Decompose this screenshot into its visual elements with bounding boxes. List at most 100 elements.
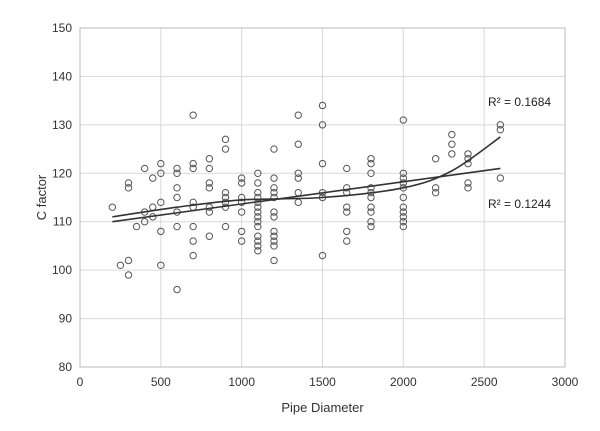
data-point <box>205 184 214 192</box>
data-points <box>108 101 505 294</box>
data-point <box>399 169 408 177</box>
data-point <box>448 140 456 148</box>
data-point <box>237 237 246 245</box>
data-point <box>270 242 278 250</box>
trendline-r2-label-poly: R² = 0.1684 <box>488 95 551 109</box>
data-point <box>496 174 505 182</box>
data-point <box>448 150 456 158</box>
data-point <box>270 237 278 245</box>
data-point <box>367 169 375 177</box>
data-point <box>116 261 125 269</box>
data-point <box>173 184 181 192</box>
data-point <box>367 193 375 202</box>
data-point <box>399 222 408 231</box>
data-point <box>189 222 197 231</box>
data-point <box>431 155 440 163</box>
data-point <box>237 227 246 236</box>
data-point <box>124 256 133 265</box>
data-point <box>270 213 278 221</box>
data-point <box>254 193 262 202</box>
data-point <box>343 203 351 211</box>
data-point <box>140 218 149 226</box>
data-point <box>189 164 197 173</box>
data-point <box>343 184 351 192</box>
data-point <box>464 179 472 187</box>
data-point <box>124 179 133 187</box>
data-point <box>318 159 327 168</box>
data-point <box>254 222 262 231</box>
data-point <box>343 208 351 216</box>
data-point <box>189 159 197 168</box>
x-tick-label: 500 <box>151 375 171 389</box>
data-point <box>205 179 214 187</box>
data-point <box>124 271 133 279</box>
data-point <box>157 198 165 207</box>
x-tick-label: 3000 <box>552 375 579 389</box>
data-point <box>173 164 181 173</box>
trendlines <box>112 136 501 223</box>
trendline-polynomial <box>112 136 501 218</box>
x-tick-label: 2000 <box>390 375 417 389</box>
data-point <box>294 111 302 119</box>
data-point <box>205 232 214 240</box>
data-point <box>254 232 262 240</box>
data-point <box>254 213 262 221</box>
data-point <box>270 174 278 182</box>
data-point <box>237 208 246 216</box>
data-point <box>189 237 197 245</box>
data-point <box>367 159 375 168</box>
data-point <box>254 247 262 255</box>
data-point <box>399 203 408 211</box>
y-tick-label: 120 <box>52 166 72 180</box>
data-point <box>399 213 408 221</box>
y-tick-label: 130 <box>52 118 72 132</box>
data-point <box>157 261 165 269</box>
data-point <box>205 164 214 173</box>
data-point <box>270 188 278 197</box>
data-point <box>367 218 375 226</box>
y-tick-label: 100 <box>52 263 72 277</box>
data-point <box>318 251 327 260</box>
data-point <box>254 188 262 197</box>
trendline-r2-label-linear: R² = 0.1244 <box>488 197 551 211</box>
data-point <box>343 237 351 245</box>
data-point <box>270 256 278 265</box>
trendline-linear <box>112 167 501 223</box>
data-point <box>254 237 262 245</box>
data-point <box>294 188 302 197</box>
data-point <box>237 179 246 187</box>
x-axis-title: Pipe Diameter <box>281 400 364 415</box>
data-point <box>270 232 278 240</box>
data-point <box>367 184 375 192</box>
data-point <box>294 140 302 148</box>
data-point <box>157 227 165 236</box>
data-point <box>254 169 262 177</box>
data-point <box>254 242 262 250</box>
data-point <box>343 227 351 236</box>
data-point <box>221 188 230 197</box>
data-point <box>149 174 157 182</box>
y-tick-label: 140 <box>52 69 72 83</box>
data-point <box>431 184 440 192</box>
data-point <box>205 208 214 216</box>
data-point <box>464 150 472 158</box>
data-point <box>157 159 165 168</box>
x-tick-label: 0 <box>77 375 84 389</box>
data-point <box>399 116 408 124</box>
data-point <box>124 184 133 192</box>
data-point <box>318 101 327 110</box>
data-point <box>431 188 440 197</box>
data-point <box>294 169 302 177</box>
data-point <box>399 208 408 216</box>
data-point <box>399 193 408 202</box>
data-point <box>173 222 181 231</box>
x-tick-label: 1500 <box>309 375 336 389</box>
data-point <box>270 184 278 192</box>
data-point <box>237 174 246 182</box>
data-point <box>464 184 472 192</box>
data-point <box>254 203 262 211</box>
data-point <box>132 222 141 231</box>
data-point <box>221 135 230 144</box>
data-point <box>221 145 230 153</box>
data-point <box>221 222 230 231</box>
